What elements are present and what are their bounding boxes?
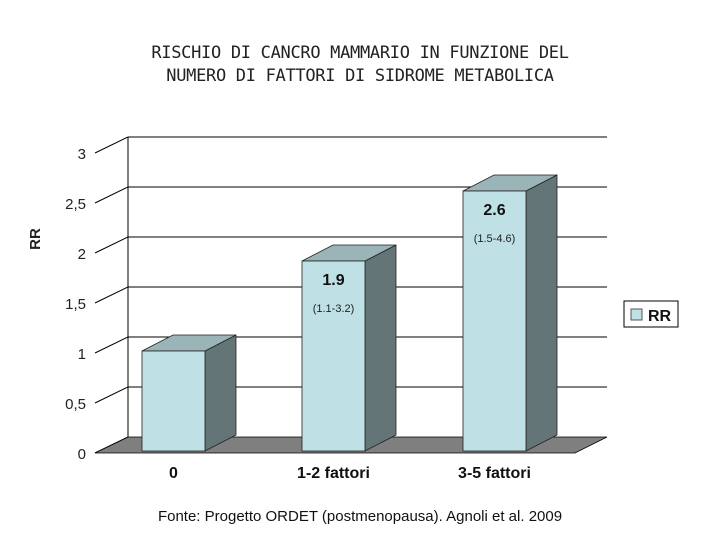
x-tick-label: 3-5 fattori <box>458 465 531 482</box>
bar-front <box>462 190 527 452</box>
gridline-depth <box>94 336 129 354</box>
gridline-depth <box>94 286 129 304</box>
x-tick-label: 1-2 fattori <box>297 465 370 482</box>
y-tick-label: 1,5 <box>65 296 86 313</box>
bar-ci-label: (1.1-3.2) <box>313 303 355 315</box>
data-labels: 1.9 (1.1-3.2) 2.6 (1.5-4.6) <box>313 202 516 315</box>
chart-title-line-1: RISCHIO DI CANCRO MAMMARIO IN FUNZIONE D… <box>151 43 569 63</box>
y-axis-label: RR <box>27 228 44 250</box>
x-tick-labels: 0 1-2 fattori 3-5 fattori <box>169 465 531 482</box>
gridline-depth <box>94 236 129 254</box>
y-tick-label: 0 <box>78 446 86 463</box>
legend-swatch <box>630 308 643 321</box>
gridline-depth <box>94 136 129 154</box>
y-tick-label: 0,5 <box>65 396 86 413</box>
chart-title-line-2: NUMERO DI FATTORI DI SIDROME METABOLICA <box>166 66 554 86</box>
source-note: Fonte: Progetto ORDET (postmenopausa). A… <box>157 508 563 525</box>
y-tick-label: 2 <box>78 246 86 263</box>
bar <box>141 334 237 452</box>
legend-label: RR <box>648 308 672 325</box>
bar-front <box>301 260 366 452</box>
y-tick-label: 2,5 <box>65 196 86 213</box>
bar-side <box>525 174 558 452</box>
y-tick-labels: 0 0,5 1 1,5 2 2,5 3 <box>65 146 86 463</box>
chart-title: RISCHIO DI CANCRO MAMMARIO IN FUNZIONE D… <box>0 42 720 88</box>
bar-side <box>204 334 237 452</box>
bar-ci-label: (1.5-4.6) <box>474 233 516 245</box>
legend: RR <box>623 300 679 328</box>
x-tick-label: 0 <box>169 465 178 482</box>
y-tick-label: 3 <box>78 146 86 163</box>
bar-value-label: 1.9 <box>322 272 344 289</box>
bar-value-label: 2.6 <box>483 202 505 219</box>
bar <box>301 244 397 452</box>
gridline-depth <box>94 186 129 204</box>
bar-side <box>364 244 397 452</box>
bars <box>141 174 558 452</box>
bar-front <box>141 350 206 452</box>
gridline-depth <box>94 386 129 404</box>
bar <box>462 174 558 452</box>
y-tick-label: 1 <box>78 346 86 363</box>
